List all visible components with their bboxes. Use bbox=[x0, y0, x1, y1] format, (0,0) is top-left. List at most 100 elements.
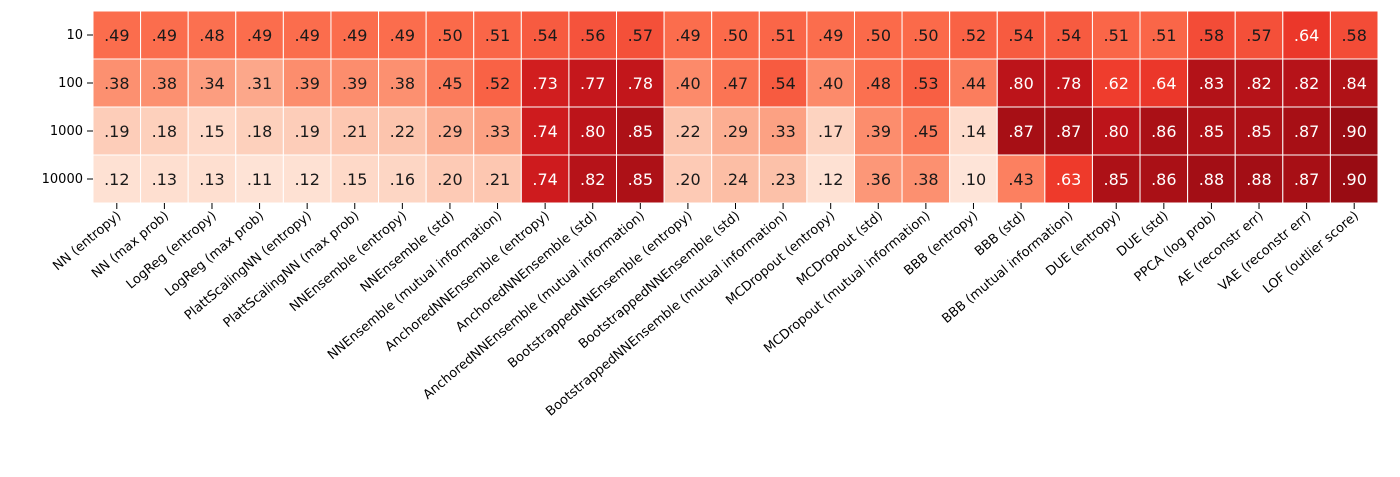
cell-value-label: .88 bbox=[1199, 170, 1224, 189]
cell-value-label: .33 bbox=[485, 122, 510, 141]
cell-value-label: .45 bbox=[437, 74, 462, 93]
cell-value-label: .38 bbox=[104, 74, 129, 93]
cell-value-label: .45 bbox=[913, 122, 938, 141]
heatmap-cell bbox=[663, 106, 713, 156]
cell-value-label: .31 bbox=[247, 74, 272, 93]
heatmap-cell bbox=[92, 106, 142, 156]
cell-value-label: .80 bbox=[580, 122, 605, 141]
heatmap-cell bbox=[378, 154, 427, 204]
cell-value-label: .85 bbox=[628, 122, 653, 141]
row-labels: 10 100 1000 10000 bbox=[42, 28, 93, 187]
cell-value-label: .22 bbox=[390, 122, 415, 141]
cell-value-label: .39 bbox=[866, 122, 891, 141]
cell-value-label: .19 bbox=[104, 122, 129, 141]
cell-value-label: .50 bbox=[437, 26, 462, 45]
heatmap-cell bbox=[1044, 10, 1093, 60]
cell-value-label: .58 bbox=[1199, 26, 1224, 45]
cell-value-label: .13 bbox=[199, 170, 224, 189]
heatmap-cell bbox=[1329, 154, 1379, 204]
heatmap-cell bbox=[996, 58, 1046, 108]
cell-value-label: .15 bbox=[199, 122, 224, 141]
heatmap-cell bbox=[1044, 106, 1093, 156]
cell-value-label: .74 bbox=[532, 170, 557, 189]
cell-value-label: .21 bbox=[485, 170, 510, 189]
cell-value-label: .38 bbox=[152, 74, 177, 93]
heatmap-cell bbox=[806, 10, 855, 60]
cell-value-label: .82 bbox=[1294, 74, 1319, 93]
cell-value-label: .83 bbox=[1199, 74, 1224, 93]
heatmap-cell bbox=[1139, 154, 1189, 204]
cell-value-label: .49 bbox=[152, 26, 177, 45]
row-tick-label: 1000 bbox=[50, 124, 83, 139]
heatmap-cell bbox=[901, 58, 951, 108]
cell-value-label: .49 bbox=[104, 26, 129, 45]
heatmap-cell bbox=[663, 58, 713, 108]
heatmap-cell bbox=[140, 106, 189, 156]
cell-value-label: .49 bbox=[294, 26, 319, 45]
cell-value-label: .73 bbox=[532, 74, 557, 93]
heatmap-cell bbox=[901, 106, 951, 156]
cell-value-label: .87 bbox=[1008, 122, 1033, 141]
heatmap-cell bbox=[1139, 10, 1189, 60]
cell-value-label: .29 bbox=[723, 122, 748, 141]
cell-value-label: .29 bbox=[437, 122, 462, 141]
heatmap-cell bbox=[711, 106, 760, 156]
cell-value-label: .47 bbox=[723, 74, 748, 93]
heatmap-cell bbox=[187, 10, 237, 60]
cell-value-label: .80 bbox=[1008, 74, 1033, 93]
heatmap-cell bbox=[758, 154, 808, 204]
heatmap-cell bbox=[853, 154, 903, 204]
heatmap-cell bbox=[616, 10, 665, 60]
heatmap-cell bbox=[140, 154, 189, 204]
heatmap-cell bbox=[949, 58, 998, 108]
cell-value-label: .50 bbox=[866, 26, 891, 45]
cell-value-label: .38 bbox=[913, 170, 938, 189]
cell-value-label: .88 bbox=[1246, 170, 1271, 189]
cell-value-label: .85 bbox=[628, 170, 653, 189]
heatmap-cell bbox=[187, 154, 237, 204]
cell-value-label: .22 bbox=[675, 122, 700, 141]
heatmap-cell bbox=[1044, 58, 1093, 108]
cell-value-label: .36 bbox=[866, 170, 891, 189]
cell-value-label: .49 bbox=[818, 26, 843, 45]
cell-value-label: .53 bbox=[913, 74, 938, 93]
heatmap-cell bbox=[1329, 106, 1379, 156]
heatmap-cell bbox=[996, 10, 1046, 60]
cell-value-label: .54 bbox=[1008, 26, 1033, 45]
heatmap-cell bbox=[473, 58, 522, 108]
cell-value-label: .48 bbox=[866, 74, 891, 93]
heatmap-cell bbox=[520, 154, 570, 204]
heatmap-cell bbox=[853, 10, 903, 60]
cell-value-label: .52 bbox=[485, 74, 510, 93]
cell-value-label: .64 bbox=[1151, 74, 1176, 93]
cell-value-label: .80 bbox=[1104, 122, 1129, 141]
heatmap-cell bbox=[1139, 106, 1189, 156]
heatmap-cell bbox=[806, 58, 855, 108]
cell-value-label: .15 bbox=[342, 170, 367, 189]
cell-value-label: .44 bbox=[961, 74, 986, 93]
heatmap-cell bbox=[92, 154, 142, 204]
cell-value-label: .54 bbox=[770, 74, 795, 93]
heatmap-cell bbox=[520, 10, 570, 60]
cell-value-label: .86 bbox=[1151, 170, 1176, 189]
cell-value-label: .40 bbox=[818, 74, 843, 93]
heatmap-cell bbox=[140, 10, 189, 60]
cell-value-label: .12 bbox=[104, 170, 129, 189]
cell-value-label: .56 bbox=[580, 26, 605, 45]
cell-value-label: .10 bbox=[961, 170, 986, 189]
heatmap-cell bbox=[520, 58, 570, 108]
heatmap-cell bbox=[1091, 58, 1141, 108]
cell-value-label: .17 bbox=[818, 122, 843, 141]
heatmap-cell bbox=[1044, 154, 1093, 204]
cell-value-label: .12 bbox=[818, 170, 843, 189]
cell-value-label: .82 bbox=[580, 170, 605, 189]
heatmap-cell bbox=[520, 106, 570, 156]
heatmap-cell bbox=[711, 10, 760, 60]
cell-value-label: .11 bbox=[247, 170, 272, 189]
heatmap-cell bbox=[92, 58, 142, 108]
heatmap-cell bbox=[92, 10, 142, 60]
heatmap-cell bbox=[378, 106, 427, 156]
cell-value-label: .13 bbox=[152, 170, 177, 189]
cell-value-label: .86 bbox=[1151, 122, 1176, 141]
heatmap-cell bbox=[1329, 58, 1379, 108]
